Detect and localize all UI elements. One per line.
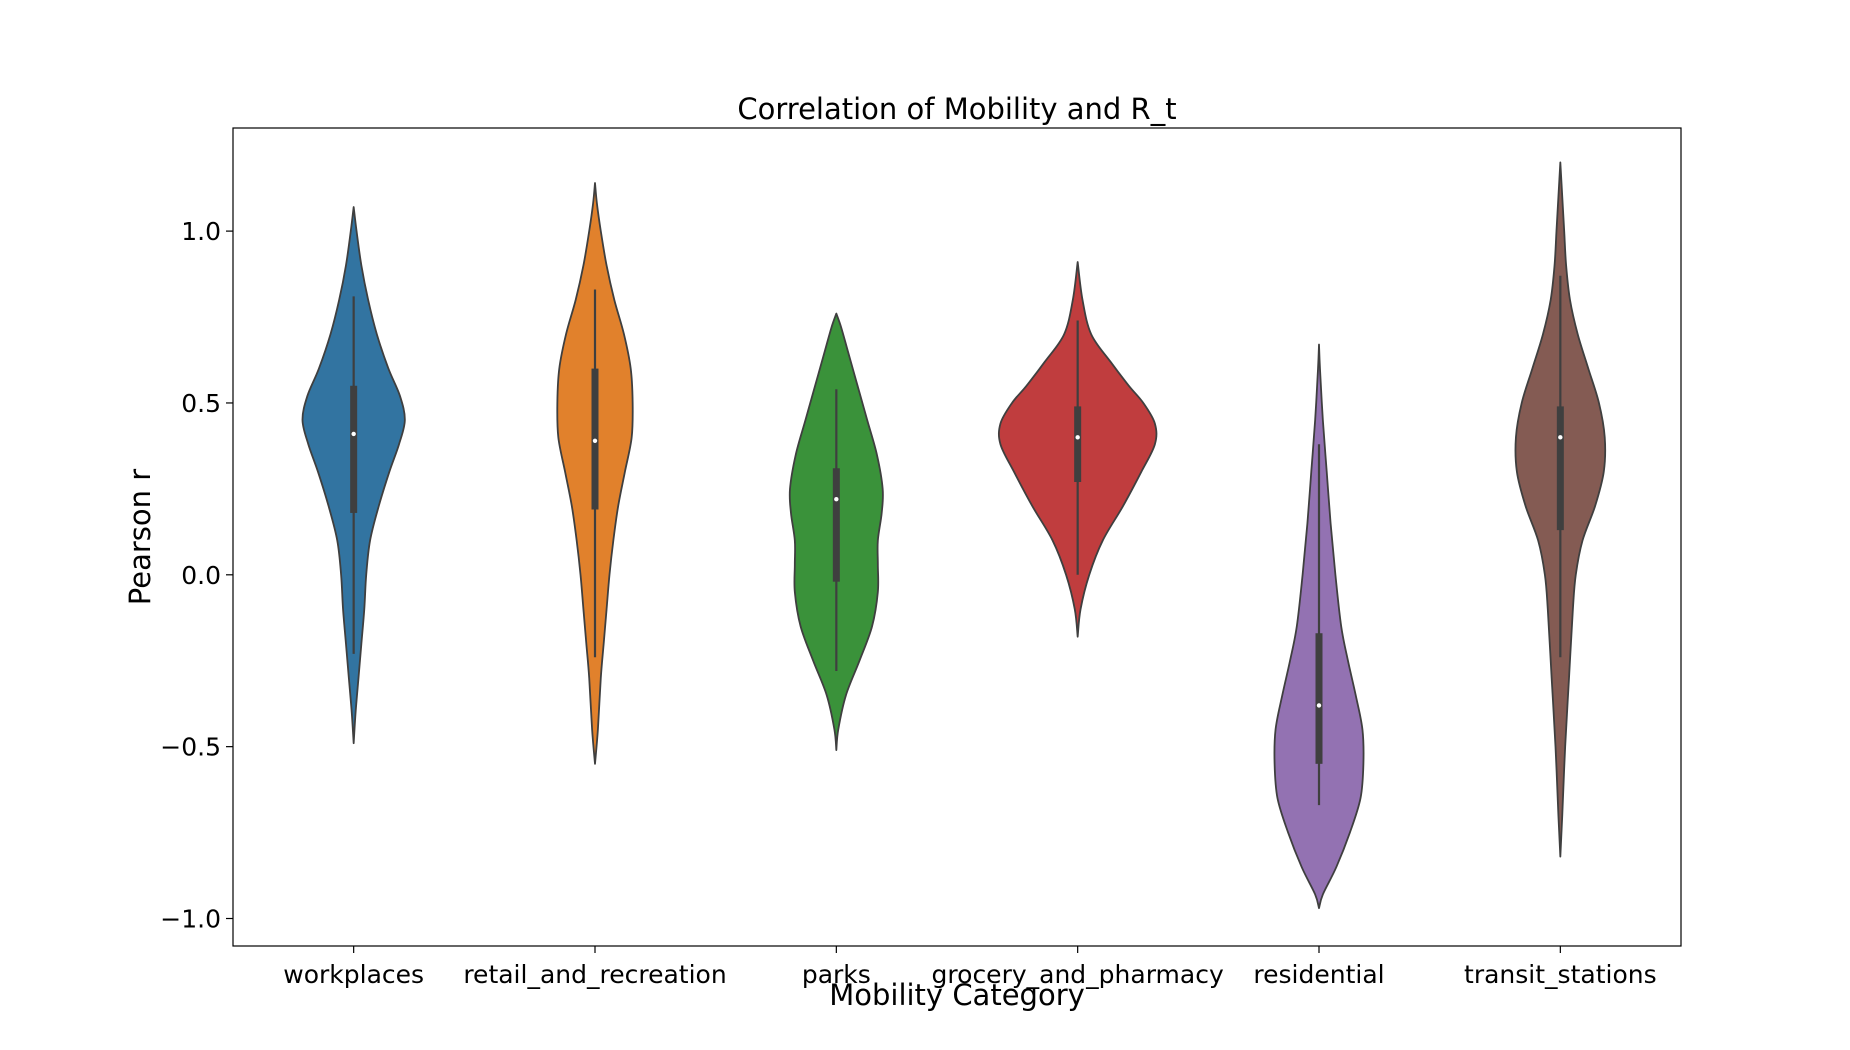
- plot-frame: [232, 127, 1682, 947]
- violin-grocery_and_pharmacy: [997, 261, 1158, 638]
- violin-parks: [788, 312, 884, 751]
- x-tick-label: transit_stations: [1464, 960, 1657, 989]
- y-axis-label: Pearson r: [123, 469, 157, 605]
- y-tick-label: 0.0: [181, 561, 221, 590]
- violin-iqr-box: [1556, 406, 1564, 531]
- y-tick-label: −1.0: [160, 905, 221, 934]
- violin-workplaces: [301, 206, 406, 745]
- y-tick-label: −0.5: [160, 733, 221, 762]
- x-tick-label: parks: [802, 960, 871, 989]
- violin-iqr-box: [1315, 633, 1323, 764]
- violin-median-point: [351, 431, 356, 437]
- y-tick-label: 0.5: [181, 389, 221, 418]
- violin-layer: [301, 161, 1607, 910]
- x-tick-label: residential: [1253, 960, 1384, 989]
- x-axis-label: Mobility Category: [829, 978, 1085, 1012]
- x-tick-label: workplaces: [283, 960, 424, 989]
- x-axis: workplaces retail_and_recreation parks groc…: [283, 946, 1657, 989]
- violin-iqr-box: [832, 468, 840, 582]
- violin-iqr-box: [1074, 406, 1082, 483]
- y-tick-label: 1.0: [181, 217, 221, 246]
- violin-retail_and_recreation: [556, 182, 634, 765]
- x-tick-label: grocery_and_pharmacy: [932, 960, 1224, 989]
- violin-iqr-box: [350, 385, 358, 513]
- violin-median-point: [592, 438, 598, 443]
- x-tick-label: retail_and_recreation: [463, 960, 726, 989]
- violin-residential: [1273, 343, 1365, 910]
- violin-median-point: [834, 496, 839, 502]
- violin-transit_stations: [1514, 161, 1607, 858]
- violin-median-point: [1558, 435, 1563, 440]
- violin-median-point: [1316, 703, 1322, 708]
- chart-title: Correlation of Mobility and R_t: [737, 92, 1176, 126]
- y-axis: 1.0 0.5 0.0 −0.5 −1.0: [160, 217, 233, 934]
- violin-median-point: [1075, 435, 1080, 440]
